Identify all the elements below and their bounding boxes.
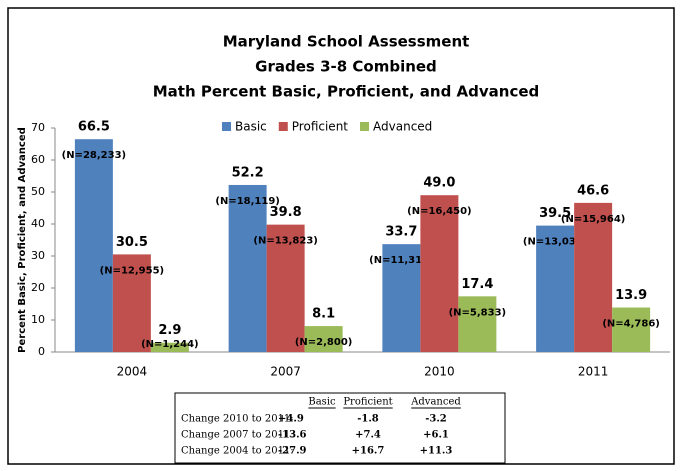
legend-label: Basic	[235, 120, 267, 134]
change-table	[174, 392, 506, 464]
y-tick-label: 50	[31, 185, 45, 198]
bar	[420, 195, 459, 352]
y-tick-label: 10	[31, 313, 45, 326]
n-label: (N=15,964)	[561, 214, 625, 225]
bar	[150, 342, 189, 352]
x-tick-label: 2010	[424, 365, 455, 379]
table-cell: +7.4	[355, 430, 381, 441]
y-tick-label: 30	[31, 249, 45, 262]
table-row-label: Change 2007 to 2011:	[181, 430, 294, 441]
value-label: 46.6	[577, 183, 609, 198]
bar	[574, 202, 613, 352]
value-label: 2.9	[158, 323, 181, 338]
value-label: 66.5	[78, 120, 110, 135]
x-tick-label: 2007	[270, 365, 301, 379]
y-tick-label: 40	[31, 217, 45, 230]
n-label: (N=11,312)	[369, 255, 433, 266]
table-cell: +4.9	[278, 414, 304, 425]
table-header: Advanced	[410, 397, 461, 408]
value-label: 8.1	[312, 307, 335, 322]
legend-swatch	[222, 122, 231, 131]
table-header: Proficient	[343, 397, 392, 408]
table-row-label: Change 2010 to 2011:	[181, 414, 294, 425]
legend-swatch	[360, 122, 370, 131]
y-tick-label: 60	[31, 153, 45, 166]
bar	[304, 326, 343, 352]
value-label: 49.0	[423, 176, 455, 191]
table-cell: -27.9	[278, 446, 307, 457]
table-row-label: Change 2004 to 2011:	[181, 446, 294, 457]
n-label: (N=18,119)	[215, 196, 279, 207]
bar	[612, 307, 651, 352]
chart-title: Math Percent Basic, Proficient, and Adva…	[153, 83, 540, 101]
value-label: 39.8	[270, 205, 302, 220]
value-label: 52.2	[232, 165, 264, 180]
legend-swatch	[278, 122, 288, 131]
bar	[458, 296, 497, 352]
legend-label: Advanced	[373, 120, 432, 134]
x-tick-label: 2004	[117, 365, 148, 379]
table-cell: -1.8	[357, 414, 379, 425]
legend-label: Proficient	[292, 120, 349, 134]
value-label: 33.7	[385, 225, 417, 240]
x-tick-label: 2011	[578, 365, 609, 379]
chart-title: Maryland School Assessment	[223, 33, 470, 51]
table-header: Basic	[308, 397, 336, 408]
y-tick-label: 20	[31, 281, 45, 294]
table-cell: +6.1	[423, 430, 449, 441]
bar	[536, 225, 575, 352]
n-label: (N=2,800)	[295, 337, 353, 348]
bar	[112, 254, 151, 352]
y-tick-label: 70	[31, 121, 45, 134]
bar	[74, 139, 113, 352]
bar	[382, 244, 421, 352]
table-cell: -3.2	[425, 414, 447, 425]
y-tick-label: 0	[38, 345, 45, 358]
bar	[266, 224, 305, 352]
y-axis-label: Percent Basic, Proficient, and Advanced	[17, 127, 28, 353]
value-label: 13.9	[615, 288, 647, 303]
n-label: (N=16,450)	[407, 206, 471, 217]
n-label: (N=1,244)	[141, 339, 199, 350]
value-label: 30.5	[116, 235, 148, 250]
table-cell: +16.7	[352, 446, 385, 457]
value-label: 17.4	[461, 277, 493, 292]
n-label: (N=5,833)	[449, 307, 507, 318]
n-label: (N=12,955)	[100, 265, 164, 276]
bar	[228, 184, 267, 352]
table-cell: -13.6	[278, 430, 307, 441]
n-label: (N=13,823)	[253, 236, 317, 247]
chart-title: Grades 3-8 Combined	[255, 58, 437, 76]
table-cell: +11.3	[420, 446, 453, 457]
n-label: (N=28,233)	[62, 150, 126, 161]
n-label: (N=13,036)	[523, 237, 587, 248]
n-label: (N=4,786)	[602, 319, 660, 330]
value-label: 39.5	[539, 206, 571, 221]
